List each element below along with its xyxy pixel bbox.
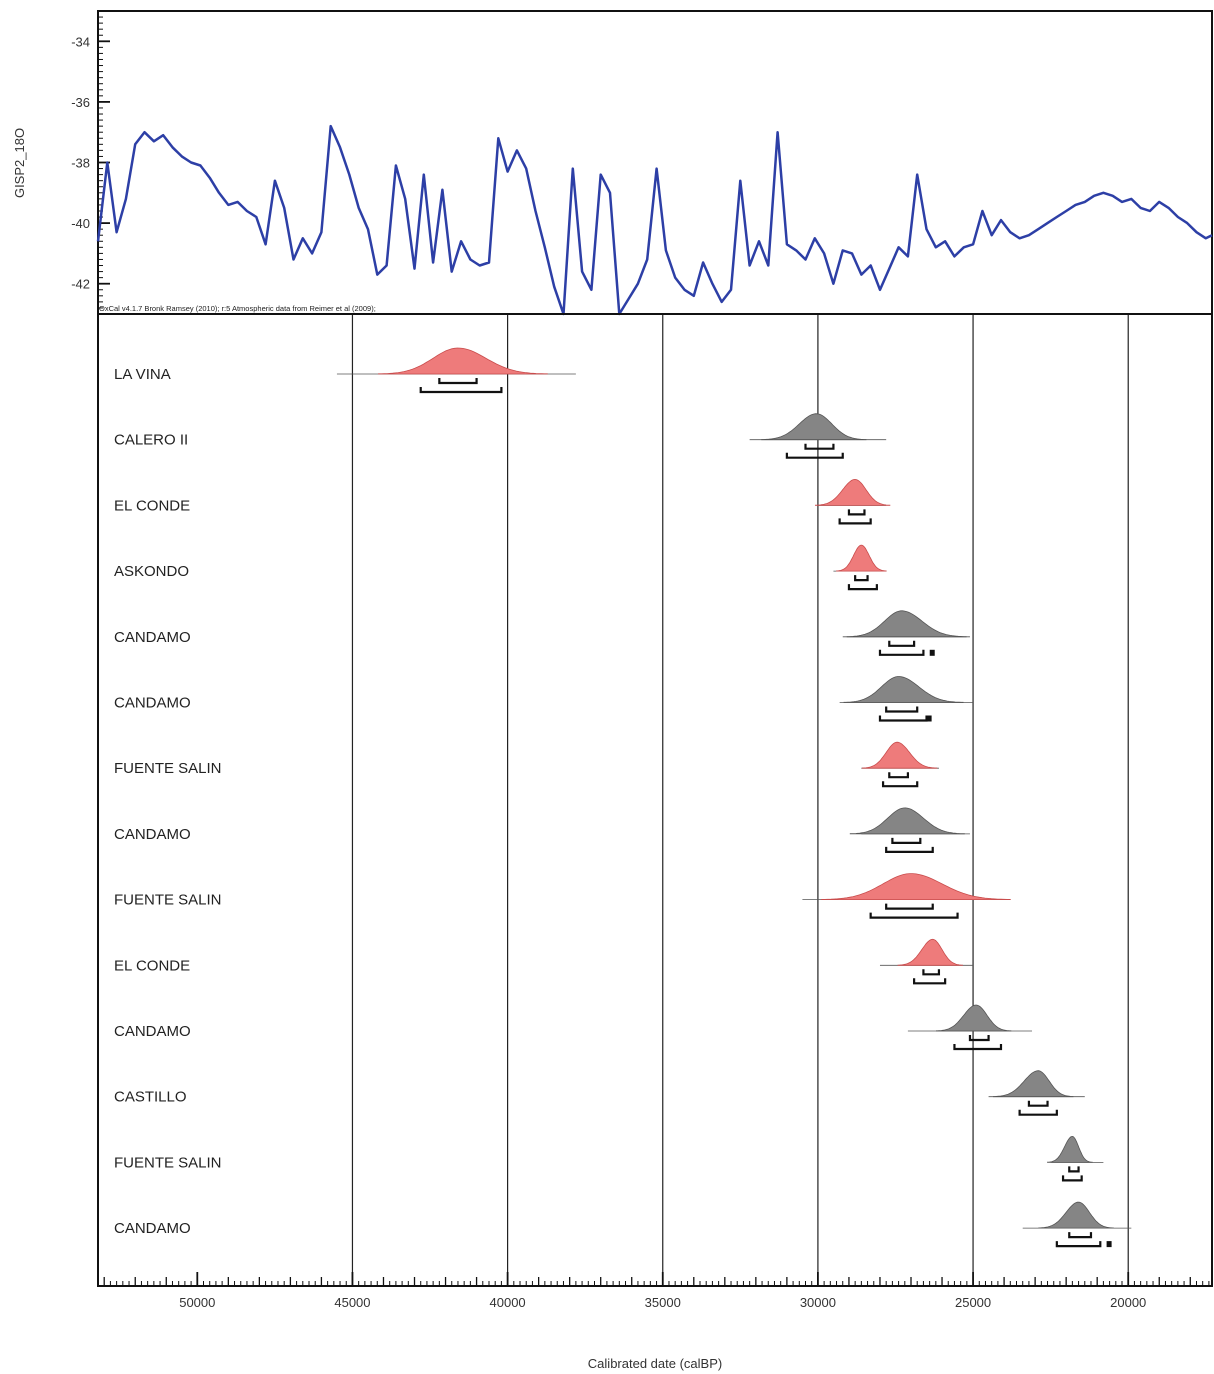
sample-distribution: [849, 807, 965, 835]
sample-distribution: [378, 347, 548, 375]
sample-row: CANDAMO: [114, 610, 970, 656]
sample-row: CANDAMO: [114, 1201, 1132, 1248]
sample-distribution: [897, 938, 963, 966]
range-68-bracket: [885, 706, 919, 713]
sample-label: CANDAMO: [114, 1220, 191, 1237]
range-95-bracket: [881, 781, 919, 788]
y-tick-label: -34: [71, 34, 90, 49]
x-tick-label: 45000: [334, 1295, 370, 1310]
date-gridlines: [351, 314, 1129, 1286]
range-95-bracket: [838, 518, 872, 525]
sample-label: EL CONDE: [114, 497, 190, 514]
y-tick-label: -42: [71, 277, 90, 292]
range-95-extra-mark: [926, 715, 932, 722]
range-68-bracket: [888, 772, 909, 779]
range-95-bracket: [953, 1044, 1003, 1051]
sample-row: ASKONDO: [114, 544, 887, 591]
sample-label: ASKONDO: [114, 563, 189, 580]
range-68-bracket: [804, 443, 835, 450]
range-68-bracket: [885, 903, 934, 910]
top-panel: -34 -36 -38 -40 -42 GISP2_18O OxCal v4.1.7 B…: [12, 10, 1213, 316]
sample-distribution: [1038, 1201, 1114, 1229]
range-68-bracket: [438, 378, 478, 385]
sample-row: CALERO II: [114, 413, 887, 459]
oxcal-credit-text: OxCal v4.1.7 Bronk Ramsey (2010); r:5 At…: [99, 304, 376, 313]
range-95-extra-mark: [929, 649, 935, 656]
x-axis-label: Calibrated date (calBP): [588, 1356, 722, 1371]
range-95-bracket: [1018, 1109, 1058, 1116]
y-tick-label: -36: [71, 95, 90, 110]
sample-distribution: [1047, 1135, 1093, 1163]
range-95-bracket: [885, 846, 934, 853]
range-95-bracket: [878, 649, 925, 656]
top-y-ticks: -34 -36 -38 -40 -42: [71, 16, 110, 315]
top-y-axis-label: GISP2_18O: [12, 128, 27, 198]
sample-label: CASTILLO: [114, 1089, 187, 1106]
sample-distribution: [761, 413, 867, 441]
range-68-bracket: [891, 837, 922, 844]
sample-label: CANDAMO: [114, 629, 191, 646]
sample-distribution: [815, 478, 891, 506]
sample-label: CANDAMO: [114, 695, 191, 712]
range-68-bracket: [854, 575, 869, 582]
sample-label: FUENTE SALIN: [114, 760, 222, 777]
range-95-bracket: [869, 912, 959, 919]
sample-row: EL CONDE: [114, 938, 974, 985]
x-axis-ticks: 50000 45000 40000 35000 30000 25000 20000: [97, 1272, 1210, 1310]
sample-label: CALERO II: [114, 432, 188, 449]
y-tick-label: -38: [71, 156, 90, 171]
sample-row: CANDAMO: [114, 1004, 1033, 1051]
range-95-bracket: [878, 715, 928, 722]
sample-row: FUENTE SALIN: [114, 873, 1011, 919]
sample-label: CANDAMO: [114, 1023, 191, 1040]
bottom-panel-frame: [97, 313, 1213, 1287]
sample-row: CASTILLO: [114, 1070, 1085, 1116]
range-95-bracket: [785, 452, 844, 459]
sample-label: EL CONDE: [114, 957, 190, 974]
range-95-bracket: [419, 387, 503, 394]
sample-distribution: [993, 1070, 1074, 1098]
range-95-bracket: [1061, 1175, 1083, 1182]
bottom-panel: LA VINA CALERO II EL CONDE ASKONDO CANDAMO CA…: [97, 313, 1213, 1371]
x-tick-label: 20000: [1110, 1295, 1146, 1310]
sample-distribution: [821, 873, 1011, 900]
sample-distribution: [936, 1004, 1012, 1032]
range-95-bracket: [1055, 1241, 1102, 1248]
sample-label: FUENTE SALIN: [114, 892, 222, 909]
range-68-bracket: [1068, 1166, 1080, 1173]
sample-row: FUENTE SALIN: [114, 1135, 1104, 1182]
range-95-extra-mark: [1106, 1241, 1112, 1248]
range-68-bracket: [1027, 1100, 1049, 1107]
range-68-bracket: [968, 1035, 990, 1042]
sample-distribution: [843, 676, 964, 703]
range-68-bracket: [888, 640, 916, 647]
gisp2-series-line: [96, 124, 1213, 316]
sample-label: LA VINA: [114, 366, 171, 383]
range-68-bracket: [922, 969, 941, 976]
range-68-bracket: [847, 509, 866, 516]
x-tick-label: 50000: [179, 1295, 215, 1310]
x-tick-label: 25000: [955, 1295, 991, 1310]
sample-row: LA VINA: [114, 347, 576, 394]
sample-label: CANDAMO: [114, 826, 191, 843]
x-tick-label: 30000: [800, 1295, 836, 1310]
sample-row: CANDAMO: [114, 807, 970, 853]
x-tick-label: 35000: [645, 1295, 681, 1310]
sample-distribution: [836, 544, 887, 572]
y-tick-label: -40: [71, 216, 90, 231]
sample-distributions: LA VINA CALERO II EL CONDE ASKONDO CANDAMO CA…: [114, 347, 1132, 1248]
sample-distribution: [846, 610, 967, 638]
range-95-bracket: [847, 584, 878, 591]
sample-label: FUENTE SALIN: [114, 1154, 222, 1171]
top-panel-frame: [97, 10, 1213, 315]
range-68-bracket: [1068, 1232, 1093, 1239]
sample-row: CANDAMO: [114, 676, 974, 722]
sample-row: EL CONDE: [114, 478, 891, 525]
sample-distribution: [861, 741, 938, 769]
sample-row: FUENTE SALIN: [114, 741, 939, 788]
range-95-bracket: [913, 978, 947, 985]
x-tick-label: 40000: [490, 1295, 526, 1310]
